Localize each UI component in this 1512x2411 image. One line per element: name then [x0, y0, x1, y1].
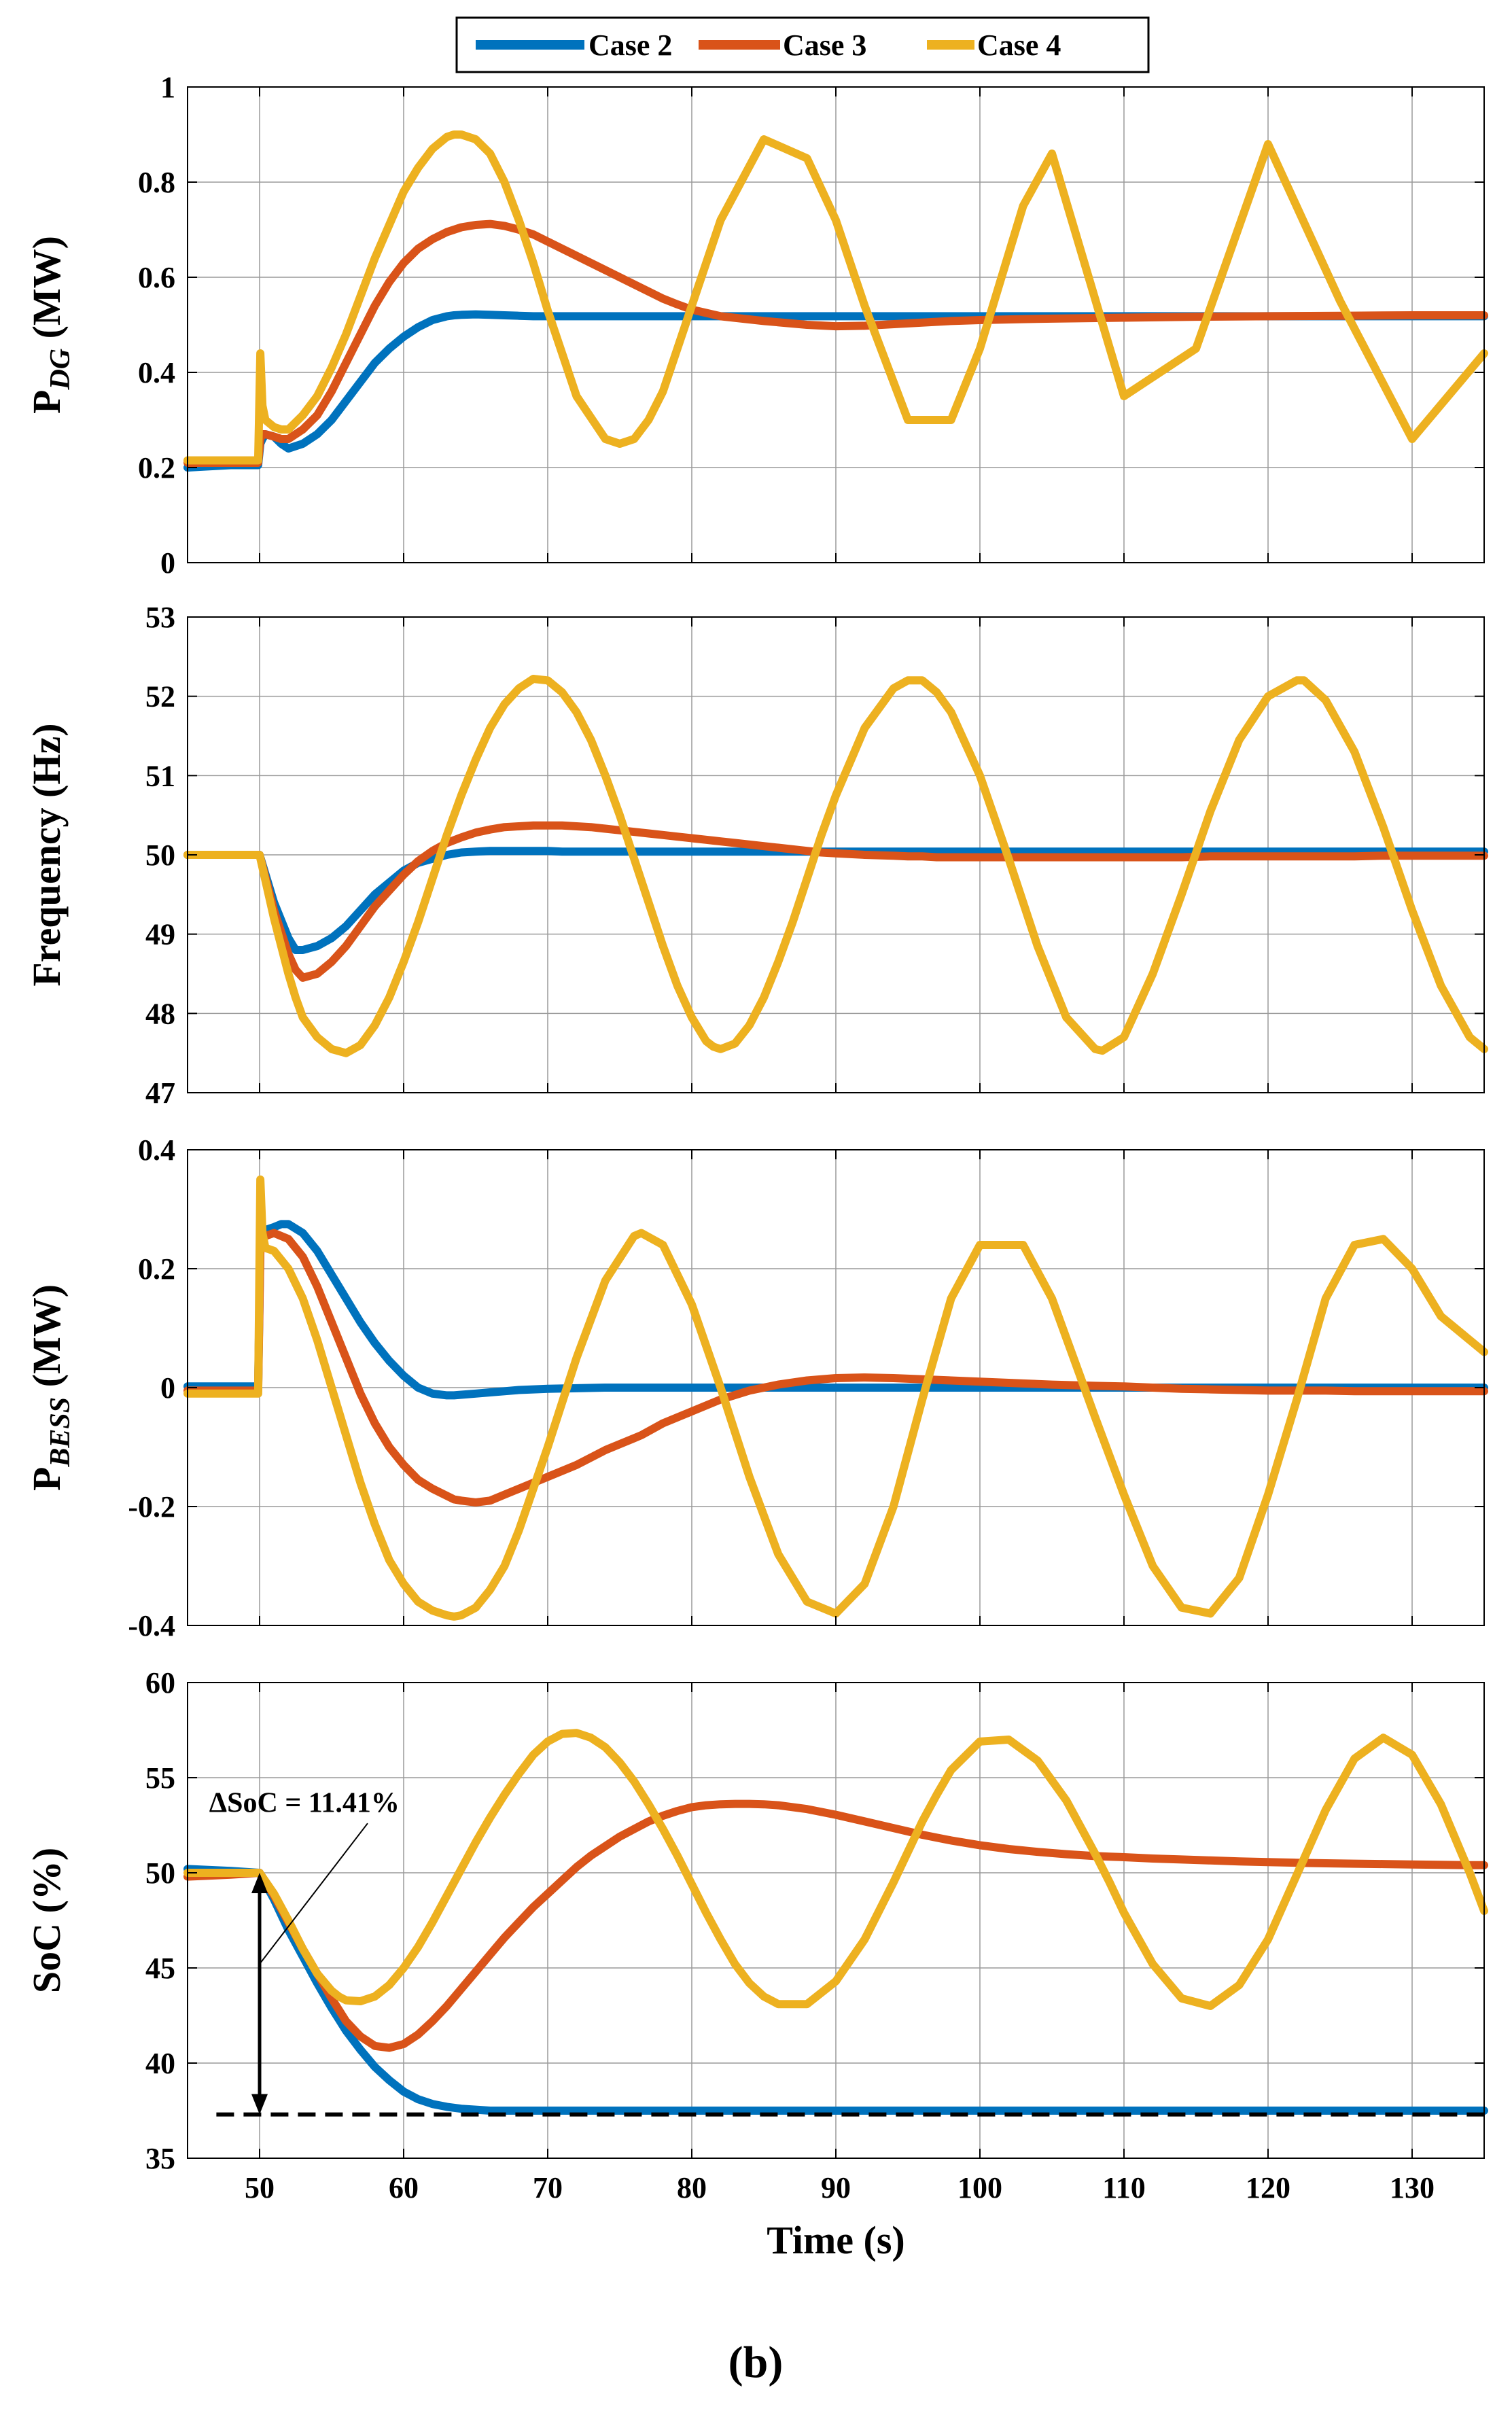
y-tick-label: 0.6 [138, 261, 175, 294]
soc-ylabel: SoC (%) [24, 1848, 69, 1993]
series-line-case-3 [183, 1229, 1488, 1507]
y-tick-label: 40 [145, 2047, 175, 2080]
y-tick-label: 51 [145, 759, 175, 792]
y-tick-label: 60 [145, 1666, 175, 1700]
y-tick-label: 0.2 [138, 451, 175, 485]
legend-label-case-2: Case 2 [588, 29, 672, 62]
pbess-ylabel: PBESS (MW) [24, 1284, 76, 1491]
soc-x-ticks: 50 60 70 80 90 100 110 120 130 [245, 2171, 1435, 2204]
pdg-series-group [183, 130, 1488, 472]
y-tick-label: 0.2 [138, 1252, 175, 1286]
y-tick-label: 50 [145, 1856, 175, 1890]
pdg-ylabel-unit: (MW) [24, 236, 69, 349]
series-line-case-3 [183, 1799, 1488, 2052]
x-tick-label: 70 [533, 2171, 563, 2204]
y-tick-label: 0.4 [138, 356, 175, 389]
pdg-grid [188, 87, 1484, 563]
x-tick-label: 90 [821, 2171, 851, 2204]
pdg-ylabel-subscript: DG [45, 349, 76, 391]
series-line-case-2 [183, 310, 1488, 472]
y-tick-label: -0.4 [128, 1609, 175, 1642]
frequency-ylabel: Frequency (Hz) [24, 723, 69, 986]
y-tick-label: 47 [145, 1076, 175, 1110]
soc-y-ticks: 35 40 45 50 55 60 [145, 1666, 1484, 2175]
pbess-panel: -0.4 -0.2 0 0.2 0.4 PBESS (MW) [24, 1133, 1488, 1642]
figure-caption: (b) [728, 2338, 784, 2387]
y-tick-label: 55 [145, 1761, 175, 1795]
y-tick-label: 0 [160, 546, 175, 580]
series-line-case-3 [183, 821, 1488, 982]
y-tick-label: 49 [145, 918, 175, 951]
soc-delta-arrow-head-down [251, 2094, 268, 2115]
soc-grid [188, 1683, 1484, 2158]
x-tick-label: 80 [677, 2171, 707, 2204]
frequency-series-group [183, 675, 1488, 1057]
legend-label-case-4: Case 4 [977, 29, 1061, 62]
pdg-ylabel: PDG (MW) [24, 236, 76, 414]
pbess-y-ticks: -0.4 -0.2 0 0.2 0.4 [128, 1133, 1484, 1642]
y-tick-label: 53 [145, 601, 175, 634]
series-line-case-2 [183, 1865, 1488, 2115]
x-tick-label: 100 [957, 2171, 1002, 2204]
x-tick-label: 110 [1102, 2171, 1146, 2204]
y-tick-label: 0.4 [138, 1133, 175, 1167]
soc-delta-leader-line [260, 1823, 368, 1963]
y-tick-label: 35 [145, 2142, 175, 2175]
pbess-ylabel-subscript: BESS [45, 1397, 76, 1468]
series-line-case-4 [183, 130, 1488, 465]
pbess-ylabel-main: P [24, 1467, 69, 1491]
series-line-case-2 [183, 847, 1488, 954]
y-tick-label: -0.2 [128, 1490, 175, 1524]
x-tick-label: 130 [1390, 2171, 1435, 2204]
x-tick-label: 50 [245, 2171, 275, 2204]
soc-delta-arrow-head-up [251, 1873, 268, 1893]
pdg-y-ticks: 0 0.2 0.4 0.6 0.8 1 [138, 71, 1484, 580]
frequency-y-ticks: 47 48 49 50 51 52 53 [145, 601, 1484, 1110]
soc-annotation-group: ΔSoC = 11.41% [209, 1787, 1484, 2117]
series-line-case-4 [183, 675, 1488, 1057]
y-tick-label: 1 [160, 71, 175, 104]
y-tick-label: 48 [145, 997, 175, 1030]
y-tick-label: 52 [145, 680, 175, 714]
y-tick-label: 45 [145, 1952, 175, 1985]
y-tick-label: 0 [160, 1371, 175, 1405]
legend: Case 2 Case 3 Case 4 [455, 16, 1150, 73]
pdg-panel: 0 0.2 0.4 0.6 0.8 1 PDG (MW) [24, 71, 1488, 580]
soc-panel: ΔSoC = 11.41% 35 40 45 50 55 60 50 60 70 80 90 100… [24, 1666, 1488, 2262]
soc-delta-annotation: ΔSoC = 11.41% [209, 1787, 400, 1818]
legend-label-case-3: Case 3 [783, 29, 866, 62]
soc-xlabel: Time (s) [767, 2218, 905, 2262]
pbess-series-group [183, 1175, 1488, 1621]
y-tick-label: 50 [145, 839, 175, 872]
frequency-panel: 47 48 49 50 51 52 53 Frequency (Hz) [24, 601, 1488, 1110]
series-line-case-4 [183, 1175, 1488, 1621]
x-tick-label: 60 [389, 2171, 419, 2204]
pbess-ylabel-unit: (MW) [24, 1284, 69, 1397]
y-tick-label: 0.8 [138, 166, 175, 199]
x-tick-label: 120 [1246, 2171, 1290, 2204]
series-line-case-4 [183, 1729, 1488, 2010]
soc-series-group [183, 1729, 1488, 2115]
pdg-ylabel-main: P [24, 390, 69, 414]
